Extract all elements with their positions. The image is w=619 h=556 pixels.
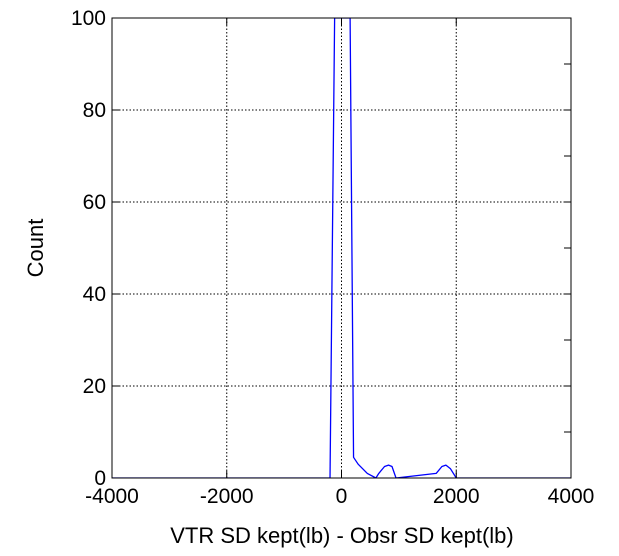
y-tick-label: 0 <box>94 467 106 490</box>
y-tick-label: 20 <box>83 375 106 398</box>
series-line <box>112 18 571 478</box>
y-tick-label: 60 <box>83 191 106 214</box>
x-tick-label: -2000 <box>200 485 254 508</box>
y-tick-label: 100 <box>71 7 106 30</box>
y-axis-label: Count <box>23 219 48 278</box>
x-tick-label: 4000 <box>548 485 595 508</box>
plot-area: -4000 -2000 0 2000 4000 0 20 40 60 80 100 <box>71 7 594 508</box>
x-tick-label: 2000 <box>433 485 480 508</box>
y-tick-label: 80 <box>83 99 106 122</box>
x-tick-label: 0 <box>336 485 348 508</box>
x-axis-label: VTR SD kept(lb) - Obsr SD kept(lb) <box>170 523 514 548</box>
plot-background <box>112 18 571 478</box>
y-tick-label: 40 <box>83 283 106 306</box>
x-tick-label: -4000 <box>85 485 139 508</box>
